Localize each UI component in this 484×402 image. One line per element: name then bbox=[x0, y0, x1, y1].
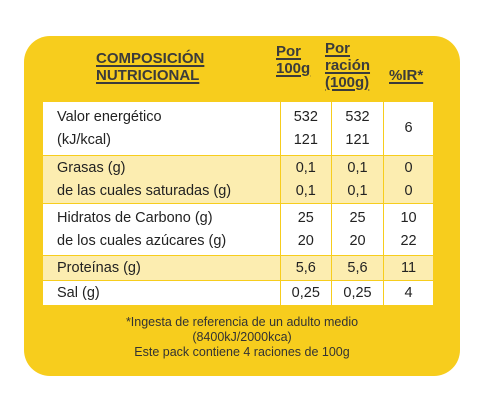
sugars-ir-value: 22 bbox=[400, 232, 417, 249]
table-row-fat: Grasas (g) de las cuales saturadas (g) 0… bbox=[42, 155, 434, 204]
salt-ir: 4 bbox=[383, 280, 434, 306]
footnote-reference-intake: *Ingesta de referencia de un adulto medi… bbox=[125, 315, 359, 329]
table-row-carbs: Hidratos de Carbono (g) de los cuales az… bbox=[42, 203, 434, 256]
fat-per100-value: 0,1 bbox=[295, 159, 316, 176]
fat-portion: 0,1 0,1 bbox=[330, 155, 385, 204]
carbs-ir-value: 10 bbox=[400, 209, 417, 226]
column-header-per-100g-line2: 100g bbox=[276, 60, 311, 77]
salt-ir-value: 4 bbox=[404, 284, 413, 301]
energy-per100-kcal: 121 bbox=[293, 131, 318, 148]
column-header-per-portion: Por ración (100g) bbox=[325, 40, 377, 91]
table-title-line1: COMPOSICIÓN bbox=[96, 50, 205, 67]
sugars-portion-value: 20 bbox=[349, 232, 366, 249]
carbs-ir: 10 22 bbox=[383, 203, 434, 256]
carbs-portion-value: 25 bbox=[349, 209, 366, 226]
carbs-per100: 25 20 bbox=[279, 203, 332, 256]
fat-label-line1: Grasas (g) bbox=[57, 159, 126, 176]
fat-portion-value: 0,1 bbox=[347, 159, 368, 176]
salt-portion: 0,25 bbox=[330, 280, 385, 306]
table-title: COMPOSICIÓN NUTRICIONAL bbox=[96, 50, 246, 84]
salt-per100-value: 0,25 bbox=[291, 284, 320, 301]
energy-per100-kj: 532 bbox=[293, 108, 318, 125]
column-header-ir: %IR* bbox=[389, 67, 429, 84]
sugars-label: de los cuales azúcares (g) bbox=[57, 232, 227, 249]
carbs-label-line1: Hidratos de Carbono (g) bbox=[57, 209, 213, 226]
protein-label-text: Proteínas (g) bbox=[57, 259, 141, 276]
saturated-per100-value: 0,1 bbox=[295, 182, 316, 199]
carbs-label: Hidratos de Carbono (g) de los cuales az… bbox=[42, 203, 281, 256]
protein-label: Proteínas (g) bbox=[42, 255, 281, 281]
footnote: *Ingesta de referencia de un adulto medi… bbox=[24, 315, 460, 360]
energy-portion: 532 121 bbox=[330, 101, 385, 156]
table-row-energy: Valor energético (kJ/kcal) 532 121 532 1… bbox=[42, 101, 434, 156]
carbs-portion: 25 20 bbox=[330, 203, 385, 256]
column-header-per-portion-line1: Por bbox=[325, 40, 351, 57]
table-row-protein: Proteínas (g) 5,6 5,6 11 bbox=[42, 255, 434, 281]
footnote-pack-portions: Este pack contiene 4 raciones de 100g bbox=[134, 345, 350, 359]
nutrition-table: Valor energético (kJ/kcal) 532 121 532 1… bbox=[42, 101, 434, 306]
energy-label-line1: Valor energético bbox=[57, 108, 162, 125]
energy-label: Valor energético (kJ/kcal) bbox=[42, 101, 281, 156]
salt-label-text: Sal (g) bbox=[57, 284, 100, 301]
saturated-ir-value: 0 bbox=[404, 182, 413, 199]
salt-portion-value: 0,25 bbox=[343, 284, 372, 301]
table-title-line2: NUTRICIONAL bbox=[96, 67, 200, 84]
protein-ir-value: 11 bbox=[401, 259, 417, 276]
column-header-per-100g: Por 100g bbox=[276, 43, 324, 77]
footnote-energy-reference: (8400kJ/2000kca) bbox=[192, 330, 292, 344]
energy-ir: 6 bbox=[383, 101, 434, 156]
protein-per100: 5,6 bbox=[279, 255, 332, 281]
column-header-per-100g-line1: Por bbox=[276, 43, 302, 60]
fat-label: Grasas (g) de las cuales saturadas (g) bbox=[42, 155, 281, 204]
energy-portion-kj: 532 bbox=[345, 108, 370, 125]
energy-ir-value: 6 bbox=[404, 120, 413, 136]
energy-portion-kcal: 121 bbox=[345, 131, 370, 148]
salt-label: Sal (g) bbox=[42, 280, 281, 306]
table-row-salt: Sal (g) 0,25 0,25 4 bbox=[42, 280, 434, 306]
energy-label-line2: (kJ/kcal) bbox=[57, 131, 111, 148]
sugars-per100-value: 20 bbox=[297, 232, 314, 249]
energy-per100: 532 121 bbox=[279, 101, 332, 156]
salt-per100: 0,25 bbox=[279, 280, 332, 306]
protein-portion-value: 5,6 bbox=[347, 259, 368, 276]
column-header-ir-label: %IR* bbox=[389, 67, 424, 84]
protein-ir: 11 bbox=[383, 255, 434, 281]
column-header-per-portion-line3: (100g) bbox=[325, 74, 370, 91]
protein-per100-value: 5,6 bbox=[295, 259, 316, 276]
saturated-fat-label: de las cuales saturadas (g) bbox=[57, 182, 232, 199]
fat-per100: 0,1 0,1 bbox=[279, 155, 332, 204]
carbs-per100-value: 25 bbox=[297, 209, 314, 226]
column-header-per-portion-line2: ración bbox=[325, 57, 371, 74]
saturated-portion-value: 0,1 bbox=[347, 182, 368, 199]
fat-ir-value: 0 bbox=[404, 159, 413, 176]
protein-portion: 5,6 bbox=[330, 255, 385, 281]
fat-ir: 0 0 bbox=[383, 155, 434, 204]
